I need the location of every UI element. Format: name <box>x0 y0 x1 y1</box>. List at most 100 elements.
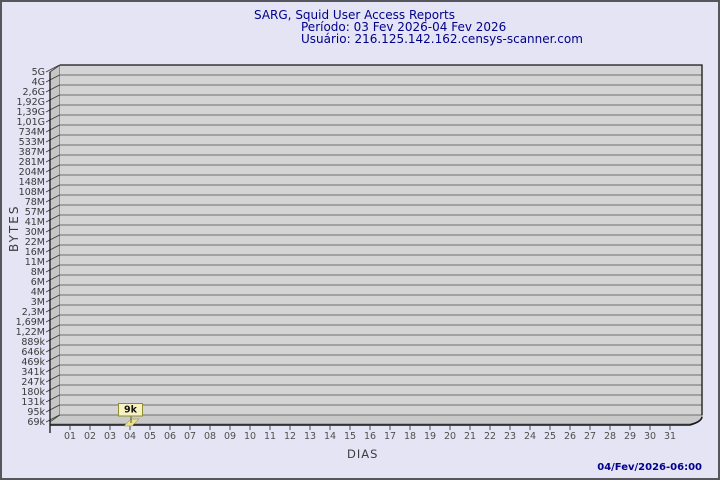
y-tick-label: 469k <box>21 357 45 368</box>
y-tick <box>45 194 60 203</box>
y-tick-label: 247k <box>21 377 45 388</box>
y-tick <box>45 404 60 413</box>
x-axis-line <box>50 416 703 426</box>
y-tick <box>45 134 60 143</box>
x-tick-label: 13 <box>304 431 316 442</box>
x-tick-label: 17 <box>384 431 396 442</box>
y-tick <box>45 184 60 193</box>
y-tick <box>45 304 60 313</box>
value-marker-label: 9k <box>124 405 138 416</box>
x-tick-label: 02 <box>84 431 96 442</box>
x-tick-label: 03 <box>104 431 116 442</box>
x-tick-label: 26 <box>564 431 576 442</box>
y-tick <box>45 414 60 423</box>
y-tick <box>45 254 60 263</box>
y-tick <box>45 94 60 103</box>
y-tick <box>45 274 60 283</box>
y-tick-label: 57M <box>25 207 45 218</box>
y-tick <box>45 264 60 273</box>
y-tick-label: 889k <box>21 337 45 348</box>
y-tick-label: 78M <box>25 197 45 208</box>
y-tick <box>45 164 60 173</box>
y-tick-label: 95k <box>27 407 45 418</box>
y-tick <box>45 74 60 83</box>
x-tick-label: 18 <box>404 431 416 442</box>
x-tick-label: 31 <box>664 431 676 442</box>
x-tick-label: 14 <box>324 431 336 442</box>
report-user: Usuário: 216.125.142.162.censys-scanner.… <box>301 32 583 46</box>
y-tick-label: 3M <box>31 297 45 308</box>
y-tick <box>45 204 60 213</box>
x-tick-label: 24 <box>524 431 536 442</box>
y-tick-label: 1,39G <box>16 107 45 118</box>
y-tick-label: 533M <box>19 137 45 148</box>
y-tick-label: 11M <box>25 257 45 268</box>
y-tick-label: 204M <box>19 167 45 178</box>
y-tick <box>45 174 60 183</box>
y-tick <box>45 104 60 113</box>
x-tick-label: 01 <box>64 431 76 442</box>
y-tick <box>45 294 60 303</box>
y-tick-label: 5G <box>32 67 45 78</box>
y-tick <box>45 64 60 73</box>
x-tick-label: 07 <box>184 431 196 442</box>
x-tick-label: 08 <box>204 431 216 442</box>
y-tick-label: 131k <box>21 397 45 408</box>
x-tick-label: 11 <box>264 431 276 442</box>
y-tick-label: 4G <box>32 77 45 88</box>
x-tick-label: 20 <box>444 431 456 442</box>
plot-area <box>60 65 702 415</box>
y-axis-title: BYTES <box>7 205 21 252</box>
y-tick-label: 30M <box>25 227 45 238</box>
y-tick-label: 6M <box>31 277 45 288</box>
x-tick-label: 12 <box>284 431 296 442</box>
y-tick-label: 180k <box>21 387 45 398</box>
x-axis-title: DIAS <box>347 447 378 461</box>
report-title: SARG, Squid User Access Reports <box>254 8 456 22</box>
y-tick-label: 41M <box>25 217 45 228</box>
y-tick-label: 1,01G <box>16 117 45 128</box>
value-marker-box <box>118 403 143 417</box>
y-tick-label: 4M <box>31 287 45 298</box>
x-tick-label: 21 <box>464 431 476 442</box>
y-tick <box>45 214 60 223</box>
y-tick <box>45 124 60 133</box>
x-tick-label: 09 <box>224 431 236 442</box>
report-timestamp: 04/Fev/2026-06:00 <box>597 462 702 473</box>
x-tick-label: 28 <box>604 431 616 442</box>
y-tick <box>45 344 60 353</box>
y-tick-label: 69k <box>27 417 45 428</box>
y-tick-label: 8M <box>31 267 45 278</box>
y-tick <box>45 334 60 343</box>
y-tick <box>45 324 60 333</box>
y-tick-label: 2,3M <box>22 307 45 318</box>
y-tick-label: 1,92G <box>16 97 45 108</box>
y-tick <box>45 224 60 233</box>
x-tick-label: 23 <box>504 431 516 442</box>
y-tick-label: 387M <box>19 147 45 158</box>
y-tick <box>45 394 60 403</box>
report-period: Período: 03 Fev 2026-04 Fev 2026 <box>301 20 507 34</box>
x-tick-label: 19 <box>424 431 436 442</box>
y-tick <box>45 314 60 323</box>
y-tick <box>45 354 60 363</box>
y-tick <box>45 384 60 393</box>
x-tick-label: 15 <box>344 431 356 442</box>
y-tick-label: 1,69M <box>16 317 45 328</box>
x-tick-label: 22 <box>484 431 496 442</box>
x-tick-label: 16 <box>364 431 376 442</box>
y-tick <box>45 144 60 153</box>
y-tick-label: 646k <box>21 347 45 358</box>
x-tick-label: 06 <box>164 431 176 442</box>
y-tick-label: 22M <box>25 237 45 248</box>
x-tick-label: 27 <box>584 431 596 442</box>
x-tick-label: 30 <box>644 431 656 442</box>
plot-frame <box>60 64 703 415</box>
left-wall-3d <box>49 64 61 423</box>
y-tick <box>45 364 60 373</box>
y-tick <box>45 84 60 93</box>
y-tick-label: 108M <box>19 187 45 198</box>
y-tick <box>45 154 60 163</box>
y-tick-label: 148M <box>19 177 45 188</box>
